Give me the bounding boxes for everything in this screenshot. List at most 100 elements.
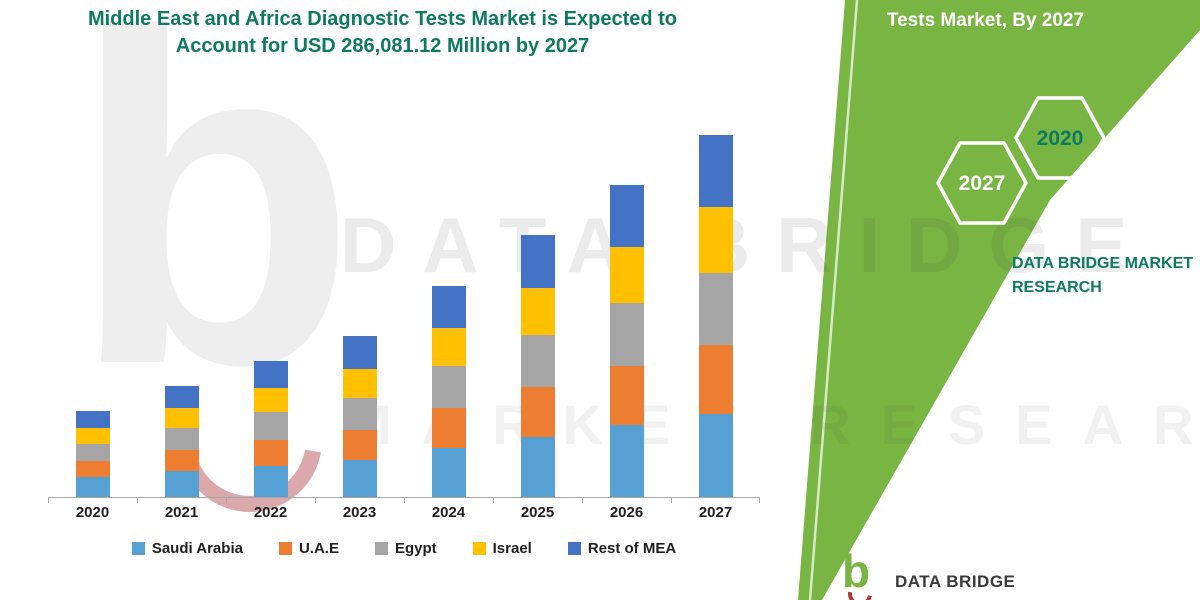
legend-label: Egypt bbox=[394, 540, 437, 557]
bar-slot-2023 bbox=[315, 130, 404, 497]
chart-legend: Saudi Arabia U.A.E Egypt Israel Rest of MEA bbox=[48, 540, 760, 557]
x-axis-tick bbox=[48, 498, 49, 503]
bar-segment bbox=[164, 408, 199, 429]
bar-segment bbox=[164, 450, 199, 472]
legend-label: Israel bbox=[492, 540, 532, 557]
legend-item-rest-of-mea: Rest of MEA bbox=[567, 540, 677, 557]
stacked-bar-2020 bbox=[75, 411, 110, 497]
footer-brand-text: DATA BRIDGE bbox=[895, 572, 1016, 591]
bar-segment bbox=[342, 429, 377, 461]
plot-area bbox=[48, 130, 760, 498]
legend-swatch bbox=[374, 542, 388, 555]
bar-segment bbox=[253, 360, 288, 388]
bar-segment bbox=[164, 385, 199, 409]
x-axis-label-2022: 2022 bbox=[253, 504, 288, 521]
x-axis-tick bbox=[404, 498, 405, 503]
stacked-bar-2022 bbox=[253, 360, 288, 497]
bar-segment bbox=[75, 477, 110, 497]
bar-segment bbox=[520, 235, 555, 288]
legend-label: U.A.E bbox=[298, 540, 339, 557]
x-axis-tick bbox=[137, 498, 138, 503]
footer-logo-letter: b bbox=[842, 545, 871, 597]
bar-segment bbox=[698, 134, 733, 208]
bar-segment bbox=[342, 460, 377, 497]
bar-segment bbox=[520, 387, 555, 437]
x-axis-tick bbox=[759, 498, 760, 503]
stacked-bar-2021 bbox=[164, 385, 199, 497]
bar-slot-2020 bbox=[48, 130, 137, 497]
bar-segment bbox=[431, 327, 466, 367]
x-axis-tick bbox=[671, 498, 672, 503]
x-axis-label-2023: 2023 bbox=[342, 504, 377, 521]
bar-segment bbox=[342, 397, 377, 430]
bar-slot-2021 bbox=[137, 130, 226, 497]
legend-swatch bbox=[567, 542, 581, 555]
legend-swatch bbox=[131, 542, 145, 555]
bar-segment bbox=[342, 368, 377, 398]
x-axis-label-2025: 2025 bbox=[520, 504, 555, 521]
stacked-bar-2026 bbox=[609, 184, 644, 497]
bar-segment bbox=[520, 287, 555, 335]
x-axis: 2020 2021 2022 2023 2024 2025 2026 2027 bbox=[48, 498, 760, 524]
page-title: Middle East and Africa Diagnostic Tests … bbox=[87, 8, 678, 57]
bar-segment bbox=[520, 334, 555, 388]
legend-item-u-a-e: U.A.E bbox=[278, 540, 339, 557]
brand-text-line2: RESEARCH bbox=[1012, 279, 1102, 296]
legend-label: Saudi Arabia bbox=[151, 540, 243, 557]
year-hexagons: 2020 2027 bbox=[936, 96, 1106, 225]
x-axis-label-2027: 2027 bbox=[698, 504, 733, 521]
hexagon-2027 bbox=[936, 141, 1028, 225]
bar-slot-2024 bbox=[404, 130, 493, 497]
x-axis-tick bbox=[493, 498, 494, 503]
bar-segment bbox=[520, 436, 555, 497]
bar-segment bbox=[698, 413, 733, 497]
bar-segment bbox=[698, 272, 733, 345]
ribbon-accent-line bbox=[808, 0, 859, 600]
bar-segment bbox=[698, 344, 733, 414]
stacked-bar-2023 bbox=[342, 336, 377, 497]
bar-segment bbox=[431, 366, 466, 409]
bar-slot-2026 bbox=[582, 130, 671, 497]
x-axis-label-2026: 2026 bbox=[609, 504, 644, 521]
hexagon-2020 bbox=[1014, 96, 1106, 180]
stacked-bar-2024 bbox=[431, 285, 466, 497]
x-axis-label-2021: 2021 bbox=[164, 504, 199, 521]
legend-item-israel: Israel bbox=[472, 540, 532, 557]
brand-text-line1: DATA BRIDGE MARKET bbox=[1012, 255, 1194, 272]
bar-slot-2022 bbox=[226, 130, 315, 497]
bar-segment bbox=[609, 184, 644, 248]
bar-segment bbox=[253, 465, 288, 497]
bar-segment bbox=[75, 461, 110, 478]
bar-segment bbox=[253, 412, 288, 440]
brand-text: DATA BRIDGE MARKET RESEARCH bbox=[1012, 252, 1197, 300]
x-axis-label-2024: 2024 bbox=[431, 504, 466, 521]
bar-segment bbox=[609, 247, 644, 304]
bar-segment bbox=[342, 336, 377, 369]
bar-segment bbox=[698, 207, 733, 273]
bar-segment bbox=[431, 448, 466, 497]
x-axis-tick bbox=[582, 498, 583, 503]
stacked-bar-2025 bbox=[520, 235, 555, 497]
bar-segment bbox=[75, 443, 110, 462]
bar-segment bbox=[431, 285, 466, 328]
legend-item-saudi-arabia: Saudi Arabia bbox=[131, 540, 243, 557]
bar-segment bbox=[75, 411, 110, 429]
ribbon-heading: Tests Market, By 2027 bbox=[886, 10, 1085, 31]
bar-segment bbox=[609, 425, 644, 497]
bar-segment bbox=[253, 387, 288, 413]
bar-segment bbox=[164, 471, 199, 497]
legend-label: Rest of MEA bbox=[587, 540, 677, 557]
bar-slot-2025 bbox=[493, 130, 582, 497]
bar-segment bbox=[75, 428, 110, 444]
hexagon-2020-label: 2020 bbox=[1037, 127, 1084, 150]
bar-segment bbox=[253, 439, 288, 466]
stacked-bar-2027 bbox=[698, 134, 733, 497]
hexagon-2027-label: 2027 bbox=[959, 172, 1006, 195]
green-ribbon-shape bbox=[798, 0, 1200, 600]
legend-swatch bbox=[472, 542, 486, 555]
bar-segment bbox=[609, 365, 644, 426]
legend-item-egypt: Egypt bbox=[374, 540, 437, 557]
